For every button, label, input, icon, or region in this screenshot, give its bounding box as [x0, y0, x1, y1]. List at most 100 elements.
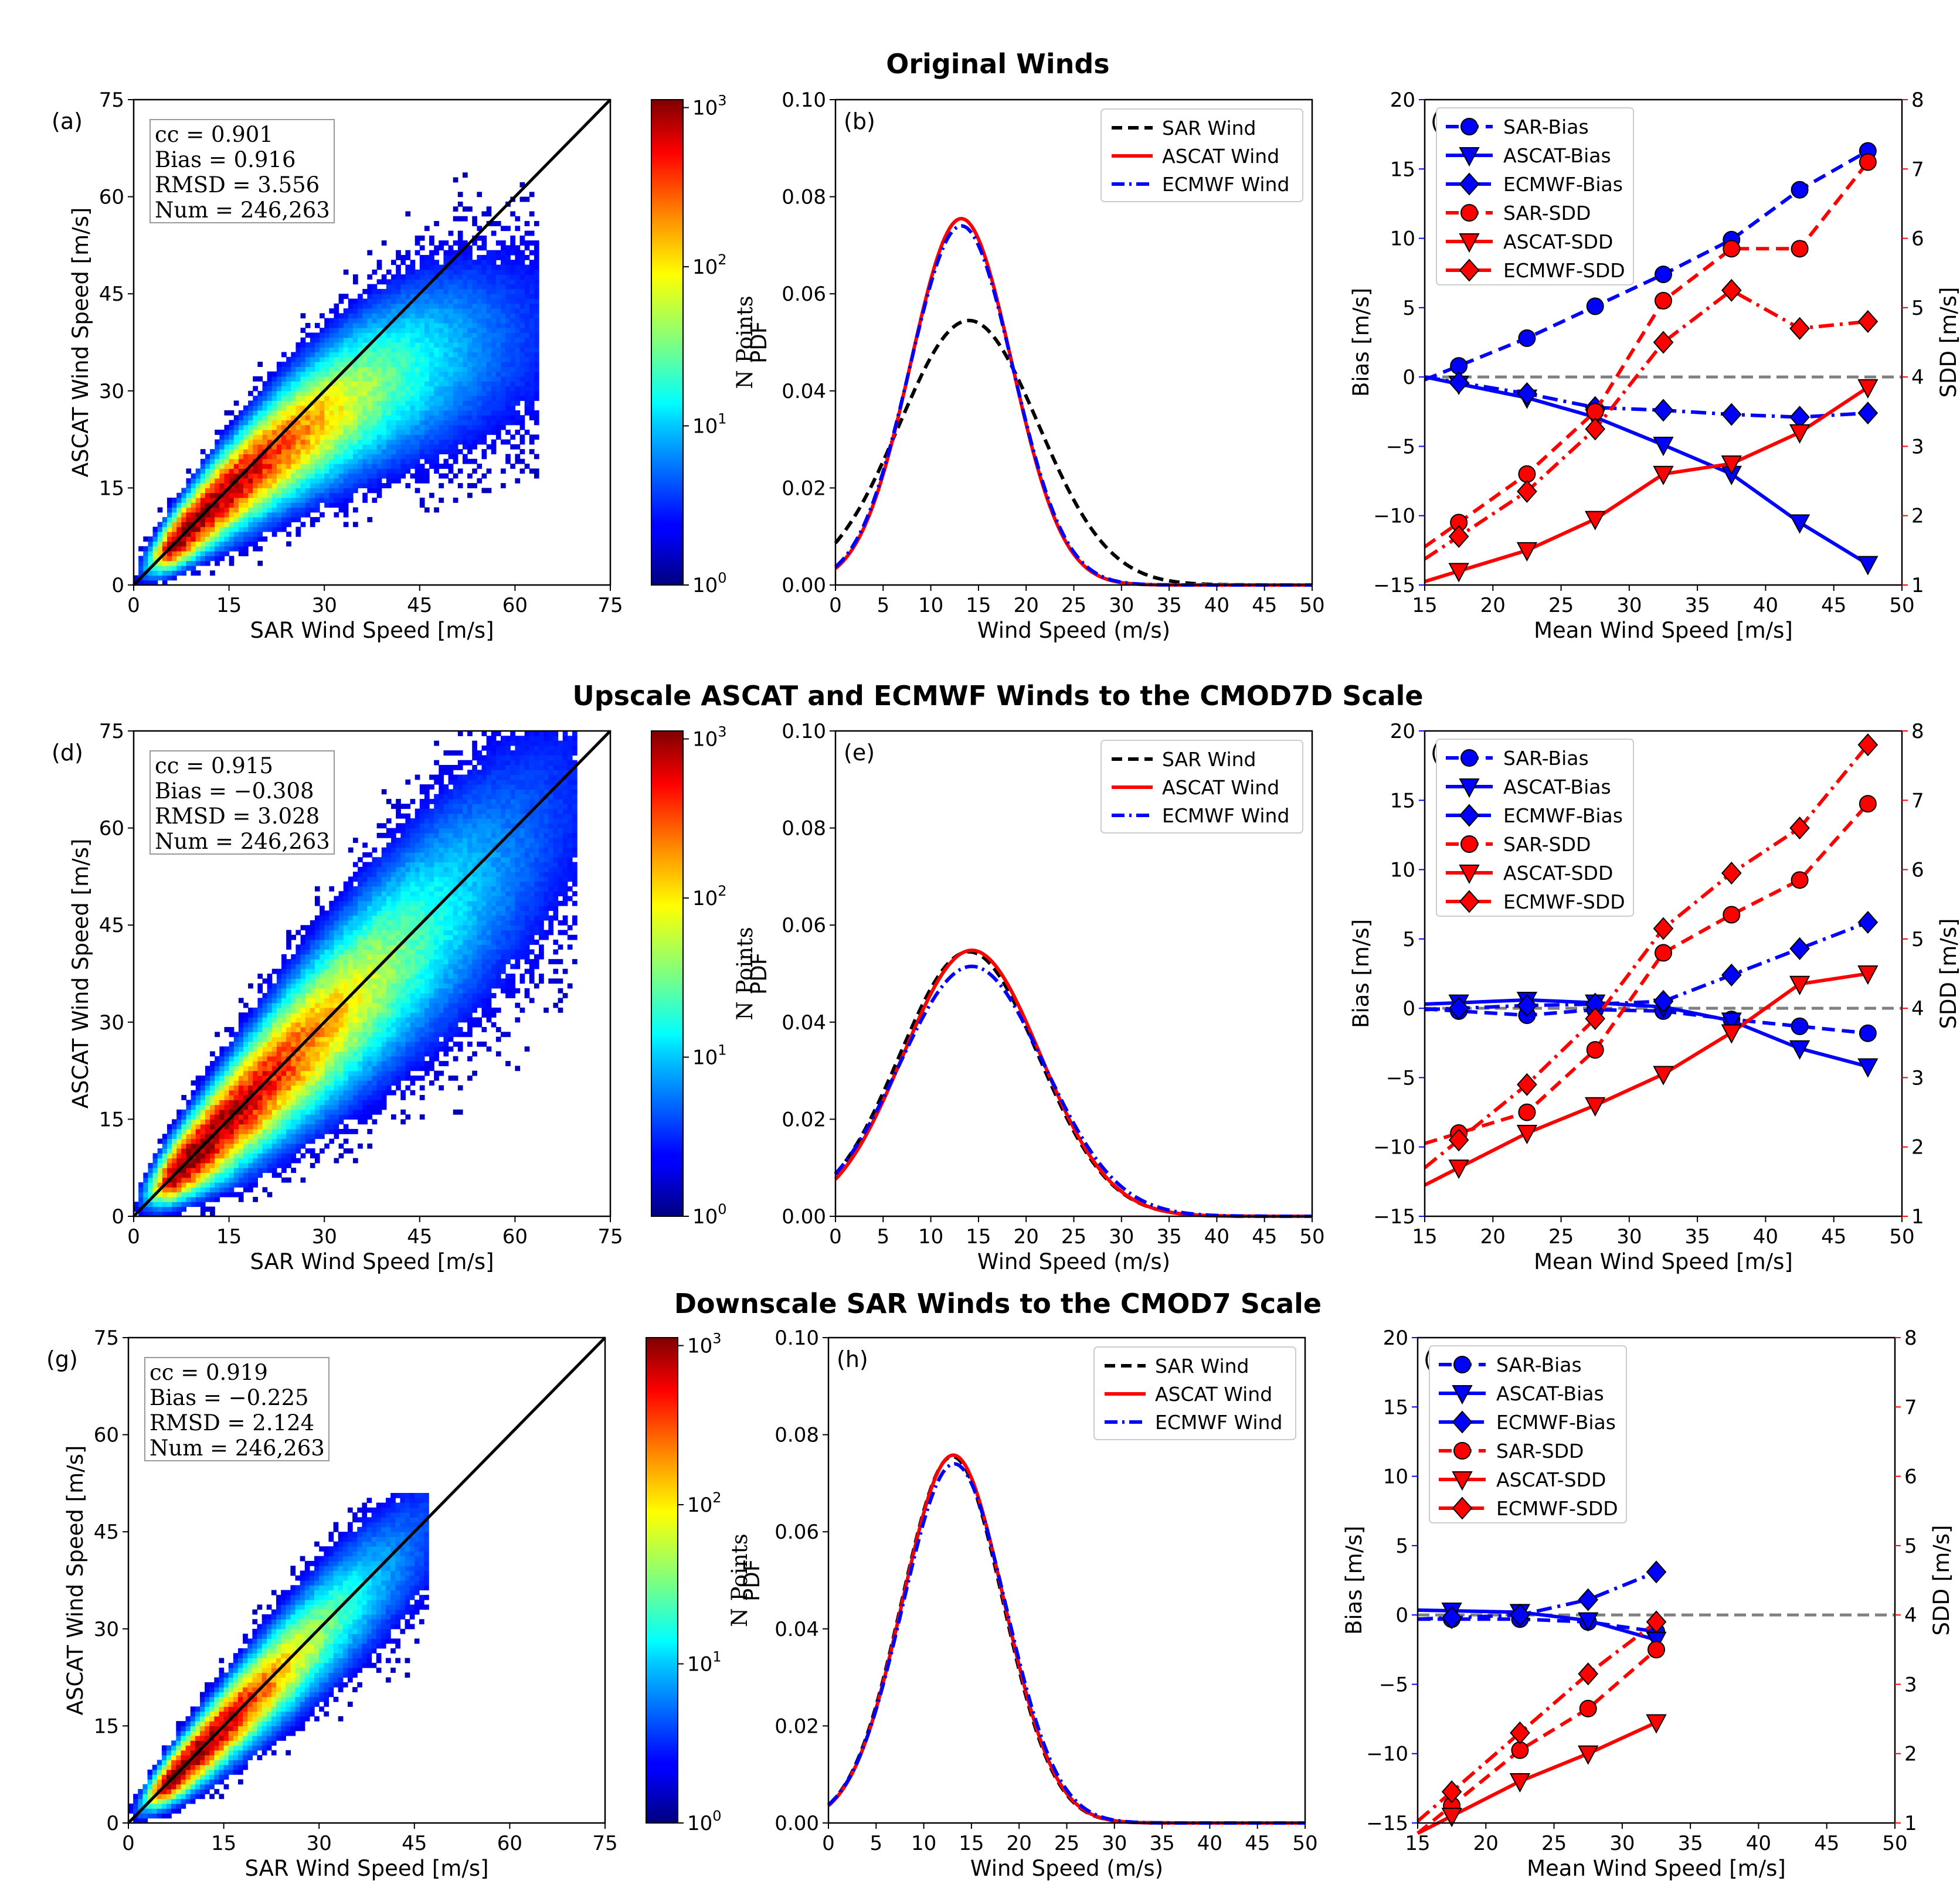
density-cell [501, 298, 506, 304]
density-cell [300, 390, 306, 396]
density-cell [291, 1109, 297, 1115]
density-cell [424, 322, 430, 328]
density-cell [391, 284, 396, 290]
density-cell [148, 546, 154, 552]
density-cell [262, 1134, 268, 1140]
density-cell [343, 473, 349, 479]
density-cell [276, 1119, 282, 1125]
density-cell [324, 1022, 330, 1028]
density-cell [396, 454, 401, 460]
density-cell [467, 298, 473, 304]
density-cell [324, 439, 330, 445]
density-cell [324, 1036, 330, 1042]
density-cell [443, 430, 449, 435]
density-cell [524, 279, 530, 285]
density-cell [248, 1124, 253, 1130]
density-cell [467, 381, 473, 387]
density-cell [281, 1114, 287, 1120]
density-cell [320, 915, 325, 921]
density-cell [529, 405, 535, 411]
density-cell [358, 449, 363, 455]
density-cell [343, 940, 349, 945]
density-cell [162, 1206, 168, 1212]
density-cell [257, 974, 263, 979]
density-cell [291, 1017, 297, 1023]
density-cell [271, 473, 277, 479]
density-cell [501, 362, 506, 367]
density-cell [477, 294, 483, 300]
density-cell [257, 1114, 263, 1120]
density-cell [157, 1202, 163, 1207]
density-cell [367, 352, 373, 358]
density-cell [405, 434, 411, 440]
density-cell [362, 1002, 368, 1008]
density-cell [510, 396, 515, 401]
density-cell [391, 362, 396, 367]
density-cell [172, 1192, 177, 1198]
density-cell [229, 1148, 235, 1154]
density-cell [343, 1095, 349, 1100]
density-cell [510, 269, 515, 275]
density-cell [210, 1206, 215, 1212]
density-cell [358, 1012, 363, 1018]
density-cell [229, 410, 235, 416]
density-cell [443, 337, 449, 343]
density-cell [329, 934, 335, 940]
density-cell [348, 390, 354, 396]
density-cell [219, 1070, 225, 1076]
density-cell [219, 1182, 225, 1188]
density-cell [257, 1046, 263, 1052]
density-cell [515, 410, 521, 416]
density-cell [343, 1124, 349, 1130]
density-cell [391, 405, 396, 411]
density-cell [276, 1100, 282, 1106]
density-cell [157, 1196, 163, 1202]
density-cell [276, 362, 282, 367]
density-cell [424, 298, 430, 304]
density-cell [224, 512, 230, 518]
density-cell [519, 284, 525, 290]
density-cell [238, 464, 244, 469]
density-cell [453, 250, 458, 256]
density-cell [405, 458, 411, 464]
density-cell [358, 900, 363, 906]
density-cell [348, 1022, 354, 1028]
density-cell [248, 983, 253, 989]
density-cell [362, 1032, 368, 1038]
density-cell [453, 449, 458, 455]
density-cell [329, 492, 335, 498]
density-cell [314, 1012, 320, 1018]
density-cell [248, 468, 253, 474]
density-cell [314, 347, 320, 353]
density-cell [195, 551, 201, 556]
density-cell [314, 415, 320, 421]
density-cell [457, 483, 463, 488]
density-cell [320, 332, 325, 338]
density-cell [348, 303, 354, 309]
density-cell [510, 444, 515, 450]
density-cell [457, 381, 463, 387]
density-cell [462, 390, 468, 396]
density-cell [291, 1041, 297, 1047]
density-cell [314, 478, 320, 484]
density-cell [210, 458, 215, 464]
density-cell [410, 362, 416, 367]
density-cell [505, 337, 511, 343]
density-cell [248, 1100, 253, 1106]
density-cell [195, 1162, 201, 1168]
density-cell [348, 876, 354, 882]
density-cell [491, 356, 497, 362]
density-cell [429, 390, 434, 396]
density-cell [229, 1046, 235, 1052]
density-cell [300, 342, 306, 348]
density-cell [276, 1027, 282, 1032]
density-cell [519, 366, 525, 372]
density-cell [453, 430, 458, 435]
density-cell [334, 978, 339, 984]
density-cell [276, 522, 282, 528]
density-cell [334, 303, 339, 309]
density-cell [519, 322, 525, 328]
density-cell [210, 1158, 215, 1164]
density-cell [415, 318, 420, 324]
